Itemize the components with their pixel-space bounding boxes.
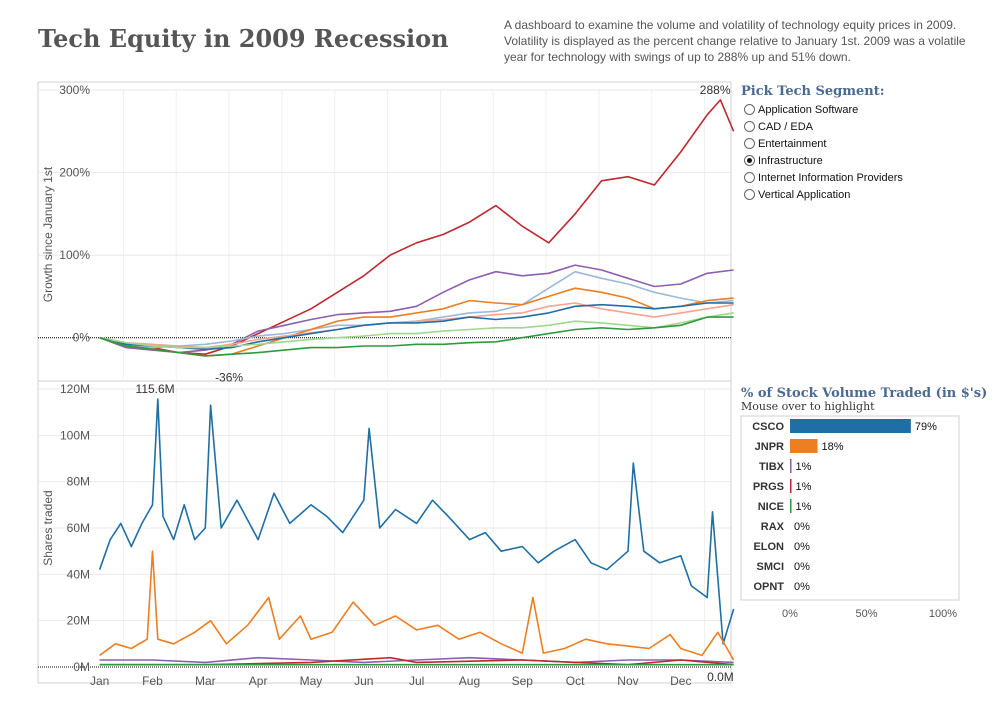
data-annotation: -36% xyxy=(215,370,243,384)
segment-option-label: Entertainment xyxy=(758,137,827,150)
x-tick-label: Mar xyxy=(195,674,216,688)
volume-share-subtitle: Mouse over to highlight xyxy=(741,400,875,413)
x-tick-label: Aug xyxy=(459,674,480,688)
segment-option-label: Internet Information Providers xyxy=(758,171,903,184)
x-tick-label: Jul xyxy=(409,674,424,688)
radio-button[interactable] xyxy=(744,104,755,115)
growth-panel: 0% 100% 200% 300% 288% -36% Growth since Janua… xyxy=(38,83,735,384)
segment-picker: Application Software CAD / EDA Entertainme… xyxy=(744,101,903,203)
y-tick-label: 100% xyxy=(59,248,90,262)
y-tick-label: 60M xyxy=(67,521,90,535)
x-tick-label: Dec xyxy=(670,674,691,688)
segment-option[interactable]: Entertainment xyxy=(744,135,903,152)
dashboard-description: A dashboard to examine the volume and vo… xyxy=(504,18,966,64)
radio-button[interactable] xyxy=(744,172,755,183)
volume-share-title: % of Stock Volume Traded (in $'s) xyxy=(741,386,988,401)
segment-option-label: Application Software xyxy=(758,103,859,116)
y-tick-label: 80M xyxy=(67,475,90,489)
x-tick-label: Oct xyxy=(566,674,585,688)
x-tick-label: Apr xyxy=(249,674,268,688)
segment-option[interactable]: Vertical Application xyxy=(744,186,903,203)
y-tick-label: 40M xyxy=(67,567,90,581)
radio-button[interactable] xyxy=(744,138,755,149)
x-tick-label: Nov xyxy=(617,674,638,688)
y-tick-label: 20M xyxy=(67,614,90,628)
series-line[interactable] xyxy=(98,398,735,645)
segment-option[interactable]: Application Software xyxy=(744,101,903,118)
volume-panel: 0M 20M 40M 60M 80M 100M 120M 115.6M 0.0M Shares t… xyxy=(38,382,735,688)
y-tick-label: 100M xyxy=(60,428,90,442)
series-line[interactable] xyxy=(99,550,735,661)
data-annotation: 115.6M xyxy=(136,382,175,396)
series-line[interactable] xyxy=(99,270,734,349)
radio-button[interactable] xyxy=(744,121,755,132)
segment-picker-title: Pick Tech Segment: xyxy=(741,84,885,99)
x-tick-label: May xyxy=(300,674,323,688)
y-axis-label: Growth since January 1st xyxy=(41,166,55,302)
segment-option[interactable]: Internet Information Providers xyxy=(744,169,903,186)
data-annotation: 0.0M xyxy=(707,670,734,684)
series-line[interactable] xyxy=(99,302,734,351)
segment-option-label: CAD / EDA xyxy=(758,120,814,133)
series-line[interactable] xyxy=(99,316,734,357)
x-tick-label: Jan xyxy=(90,674,109,688)
y-axis-label: Shares traded xyxy=(41,490,55,565)
y-tick-label: 200% xyxy=(59,166,90,180)
series-line[interactable] xyxy=(99,264,734,354)
series-line[interactable] xyxy=(99,312,734,349)
dashboard-title: Tech Equity in 2009 Recession xyxy=(38,24,449,53)
series-line[interactable] xyxy=(99,302,734,349)
y-tick-label: 300% xyxy=(59,83,90,97)
y-tick-label: 120M xyxy=(60,382,90,396)
y-tick-label: 0M xyxy=(73,660,90,674)
segment-option-label: Infrastructure xyxy=(758,154,823,167)
radio-button[interactable] xyxy=(744,189,755,200)
series-line[interactable] xyxy=(99,656,734,664)
radio-button[interactable] xyxy=(744,155,755,166)
segment-option[interactable]: CAD / EDA xyxy=(744,118,903,135)
y-tick-label: 0% xyxy=(73,331,91,345)
x-tick-label: Feb xyxy=(142,674,163,688)
x-tick-label: Jun xyxy=(354,674,373,688)
segment-option[interactable]: Infrastructure xyxy=(744,152,903,169)
data-annotation: 288% xyxy=(700,83,731,97)
segment-option-label: Vertical Application xyxy=(758,188,851,201)
series-line[interactable] xyxy=(99,99,735,355)
x-tick-label: Sep xyxy=(512,674,534,688)
